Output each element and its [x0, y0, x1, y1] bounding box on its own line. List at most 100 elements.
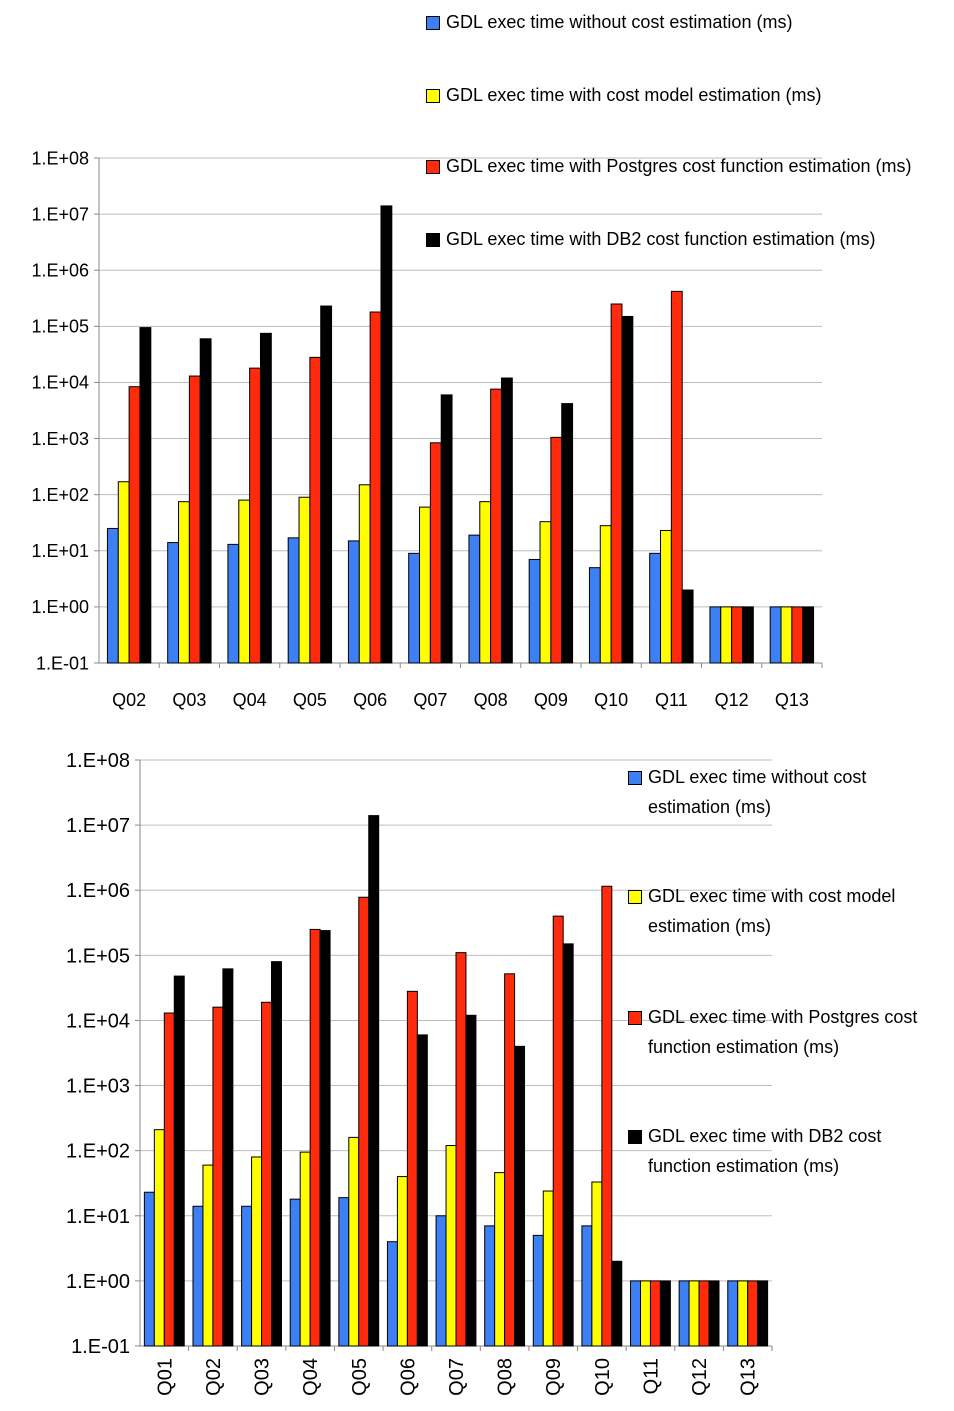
chart-1-x-tick-label: Q11 — [655, 690, 688, 710]
chart-1: 1.E-01 1.E+00 1.E+01 1.E+02 1.E+03 1.E+04 1.E+… — [31, 148, 823, 710]
chart-1-x-tick-label: Q08 — [474, 690, 508, 710]
chart-2-bar-q03-s1 — [241, 1205, 253, 1347]
chart-1-bar-q02-s2 — [117, 481, 130, 664]
chart-2-bar-q05-s2 — [348, 1136, 360, 1347]
chart-2-x-tick-label: Q08 — [495, 1358, 517, 1396]
chart-1-bar-q10-s3 — [610, 303, 623, 664]
chart-1-y-tick-label: 1.E+07 — [31, 204, 89, 224]
chart-1-bar-q06-s1 — [347, 540, 360, 664]
chart-1-x-tick-label: Q06 — [353, 690, 387, 710]
chart-2-legend-label: GDL exec time with cost model estimation… — [648, 886, 896, 936]
chart-2-legend-item: GDL exec time with cost model estimation… — [628, 882, 918, 941]
chart-2-legend-swatch — [628, 771, 642, 786]
chart-2-bar-q04-s3 — [309, 928, 321, 1347]
chart-1-x-tick-label: Q05 — [293, 690, 327, 710]
chart-1-x-tick-label: Q02 — [112, 690, 146, 710]
chart-2-x-tick-label: Q09 — [543, 1358, 565, 1396]
chart-2-legend-label: GDL exec time without cost estimation (m… — [648, 767, 867, 817]
chart-1-bar-q05-s4 — [320, 305, 333, 664]
chart-2-bar-q11-s4 — [659, 1280, 671, 1347]
chart-2-x-tick-label: Q01 — [154, 1358, 176, 1396]
chart-1-bar-q08-s1 — [468, 534, 481, 664]
chart-2-bar-q06-s4 — [416, 1034, 428, 1347]
chart-1-bar-q10-s2 — [599, 525, 612, 664]
chart-2-bar-q09-s1 — [532, 1234, 544, 1347]
chart-2-bar-q08-s4 — [514, 1045, 526, 1347]
chart-2-bar-q04-s1 — [289, 1198, 301, 1347]
chart-2-bar-q02-s1 — [192, 1205, 204, 1347]
chart-2-bar-q10-s3 — [601, 885, 613, 1347]
chart-1-bar-q04-s1 — [227, 543, 240, 664]
chart-2-y-tick-label: 1.E+07 — [66, 815, 130, 837]
chart-1-bar-q05-s2 — [298, 496, 311, 664]
chart-1-bar-q08-s3 — [490, 388, 502, 664]
chart-1-legend-label: GDL exec time with DB2 cost function est… — [446, 229, 876, 249]
chart-2-bar-q09-s4 — [562, 943, 574, 1347]
chart-1-bar-q07-s2 — [419, 506, 431, 664]
chart-2-bar-q13-s2 — [737, 1280, 749, 1347]
chart-1-y-tick-label: 1.E+02 — [31, 485, 89, 505]
chart-1-legend-label: GDL exec time with Postgres cost functio… — [446, 156, 912, 176]
chart-1-bar-q05-s1 — [287, 537, 300, 664]
chart-1-bar-q04-s4 — [259, 332, 272, 664]
chart-1-bar-q09-s3 — [550, 436, 563, 664]
chart-2-x-tick-label: Q10 — [592, 1358, 614, 1396]
chart-2-legend-swatch — [628, 890, 642, 905]
chart-1-legend-swatch — [426, 233, 440, 248]
chart-2-bar-q09-s3 — [552, 915, 564, 1347]
chart-1-bar-q12-s4 — [741, 606, 754, 664]
chart-2-y-tick-label: 1.E+03 — [66, 1076, 130, 1098]
chart-2-x-tick-label: Q02 — [203, 1358, 225, 1396]
chart-1-bar-q12-s2 — [720, 606, 733, 664]
chart-1-y-tick-label: 1.E-01 — [36, 653, 89, 673]
chart-1-bar-q07-s4 — [440, 394, 453, 664]
chart-1-bar-q11-s3 — [670, 290, 683, 664]
chart-2-bar-q06-s3 — [406, 990, 418, 1347]
chart-2-bar-q05-s1 — [338, 1197, 350, 1347]
chart-2-bar-q11-s1 — [630, 1280, 641, 1347]
chart-2-bar-q12-s2 — [688, 1280, 700, 1347]
chart-1-bar-q10-s1 — [588, 567, 601, 664]
chart-2-legend-label: GDL exec time with Postgres cost functio… — [648, 1007, 918, 1057]
chart-2-x-tick-label: Q06 — [397, 1358, 419, 1396]
chart-2-x-tick-label: Q12 — [689, 1358, 711, 1396]
chart-2-y-tick-label: 1.E+01 — [66, 1206, 130, 1228]
chart-1-bar-q09-s4 — [561, 403, 574, 664]
chart-1-bar-q08-s2 — [479, 501, 492, 664]
chart-1-bar-q08-s4 — [500, 377, 513, 664]
chart-1-y-tick-label: 1.E+08 — [31, 148, 89, 168]
chart-1-legend-swatch — [426, 160, 440, 175]
chart-1-y-tick-label: 1.E+00 — [31, 597, 89, 617]
chart-2-legend-label: GDL exec time with DB2 cost function est… — [648, 1126, 882, 1176]
chart-1-bar-q13-s2 — [780, 606, 793, 664]
chart-2-x-tick-label: Q03 — [252, 1358, 274, 1396]
chart-2-bar-q03-s4 — [271, 961, 282, 1347]
chart-2-y-tick-label: 1.E+02 — [66, 1141, 130, 1163]
chart-1-bar-q03-s4 — [199, 338, 212, 664]
chart-2-bar-q08-s1 — [484, 1225, 496, 1347]
chart-1-legend-item: GDL exec time with cost model estimation… — [426, 81, 946, 111]
chart-1-y-tick-label: 1.E+04 — [31, 373, 89, 393]
chart-1-bar-q06-s4 — [380, 205, 393, 664]
chart-2-bar-q06-s2 — [396, 1176, 408, 1347]
chart-1-bar-q02-s1 — [106, 527, 119, 664]
chart-1-bar-q12-s3 — [731, 606, 743, 664]
chart-2-bar-q07-s4 — [465, 1014, 477, 1347]
chart-1-x-tick-label: Q07 — [413, 690, 447, 710]
chart-2-bar-q07-s2 — [445, 1145, 457, 1347]
chart-1-bar-q06-s3 — [369, 311, 382, 664]
chart-2-bar-q02-s3 — [212, 1006, 224, 1347]
chart-2-bar-q09-s2 — [542, 1190, 554, 1347]
chart-1-bar-q03-s3 — [188, 375, 201, 664]
chart-2-bar-q10-s1 — [581, 1225, 593, 1347]
chart-1-legend-swatch — [426, 16, 440, 31]
chart-2-bar-q07-s1 — [435, 1215, 447, 1347]
chart-2-x-tick-label: Q04 — [300, 1358, 322, 1396]
chart-2-x-tick-label: Q11 — [640, 1358, 662, 1394]
chart-2-bar-q10-s4 — [611, 1260, 623, 1347]
chart-2-bar-q08-s2 — [494, 1172, 506, 1347]
chart-1-bar-q05-s3 — [309, 356, 322, 664]
chart-1-x-tick-label: Q13 — [775, 690, 809, 710]
chart-2-y-tick-label: 1.E+00 — [66, 1271, 130, 1293]
